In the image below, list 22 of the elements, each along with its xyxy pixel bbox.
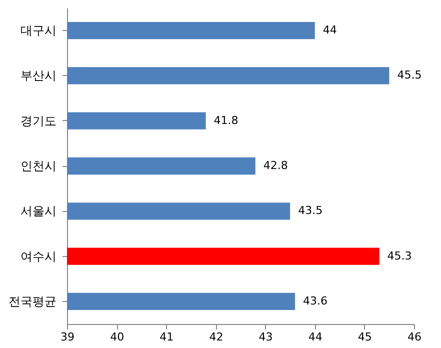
data-label: 43.5 — [298, 204, 323, 218]
data-label: 45.3 — [387, 249, 412, 262]
y-tick-label: 부산시 — [20, 68, 56, 83]
y-tick-label: 경기도 — [20, 114, 56, 128]
y-tick-label: 전국평균 — [8, 294, 56, 308]
x-tick-label: 45 — [358, 330, 372, 344]
x-tick-label: 39 — [60, 330, 74, 344]
data-label: 43.6 — [303, 294, 328, 308]
x-tick-label: 40 — [110, 330, 124, 344]
y-tick-label: 인천시 — [20, 159, 56, 173]
data-label: 42.8 — [263, 159, 288, 172]
y-tick-label: 여수시 — [20, 249, 56, 264]
x-tick-label: 43 — [258, 330, 273, 344]
data-label: 41.8 — [214, 114, 238, 127]
y-tick-label: 서울시 — [20, 204, 56, 218]
data-label: 45.5 — [397, 68, 422, 82]
x-tick-label: 41 — [160, 330, 174, 344]
y-tick-label: 대구시 — [20, 24, 56, 38]
data-label: 44 — [322, 24, 337, 37]
x-tick-label: 46 — [408, 330, 422, 344]
x-tick-label: 42 — [209, 330, 224, 344]
x-tick-label: 44 — [308, 330, 322, 344]
